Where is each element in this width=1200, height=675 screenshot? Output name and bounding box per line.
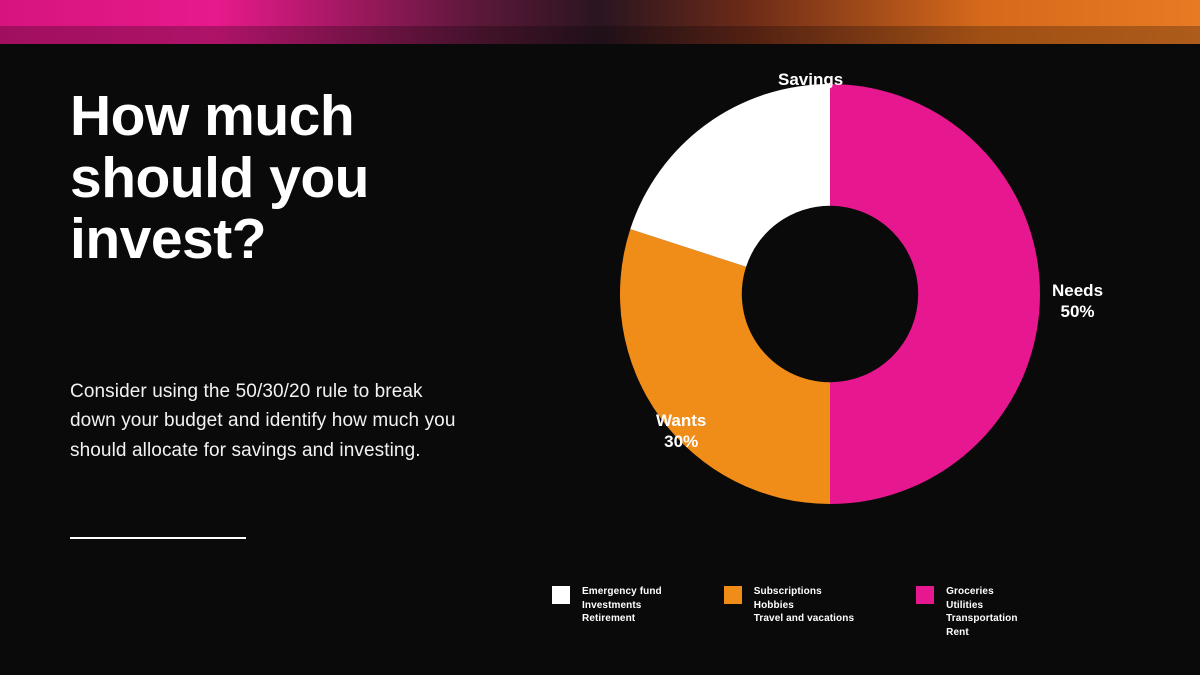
page-title: How much should you invest? [70,86,480,271]
legend-line: Rent [946,626,1017,640]
legend-line: Hobbies [754,599,854,613]
legend-swatch [916,586,934,604]
legend-line: Travel and vacations [754,612,854,626]
legend-line: Investments [582,599,662,613]
content-area: How much should you invest? Consider usi… [0,44,1200,675]
donut-slice-wants [620,229,830,504]
slice-label-percent: 50% [1052,301,1103,322]
decorative-underline [70,537,246,539]
top-gradient-bar [0,0,1200,44]
right-column: Savings 20% Needs 50% Wants 30% Emergenc… [510,44,1200,675]
legend-lines: Emergency fundInvestmentsRetirement [582,585,662,626]
slice-label-savings: Savings 20% [778,69,843,112]
slice-label-needs: Needs 50% [1052,280,1103,323]
legend: Emergency fundInvestmentsRetirement Subsc… [552,585,1018,639]
legend-item-0: Emergency fundInvestmentsRetirement [552,585,662,639]
legend-line: Subscriptions [754,585,854,599]
slice-label-text: Needs [1052,281,1103,300]
legend-lines: GroceriesUtilitiesTransportationRent [946,585,1017,639]
legend-line: Groceries [946,585,1017,599]
slice-label-percent: 30% [656,431,706,452]
legend-swatch [552,586,570,604]
body-paragraph: Consider using the 50/30/20 rule to brea… [70,377,470,465]
donut-slice-needs [830,84,1040,504]
legend-swatch [724,586,742,604]
slice-label-wants: Wants 30% [656,410,706,453]
slice-label-text: Savings [778,70,843,89]
left-column: How much should you invest? Consider usi… [0,44,510,675]
legend-line: Retirement [582,612,662,626]
legend-line: Emergency fund [582,585,662,599]
legend-line: Transportation [946,612,1017,626]
legend-line: Utilities [946,599,1017,613]
legend-item-1: SubscriptionsHobbiesTravel and vacations [724,585,854,639]
slice-label-percent: 20% [778,90,843,111]
donut-chart: Savings 20% Needs 50% Wants 30% [620,84,1040,504]
legend-item-2: GroceriesUtilitiesTransportationRent [916,585,1017,639]
slice-label-text: Wants [656,411,706,430]
legend-lines: SubscriptionsHobbiesTravel and vacations [754,585,854,626]
